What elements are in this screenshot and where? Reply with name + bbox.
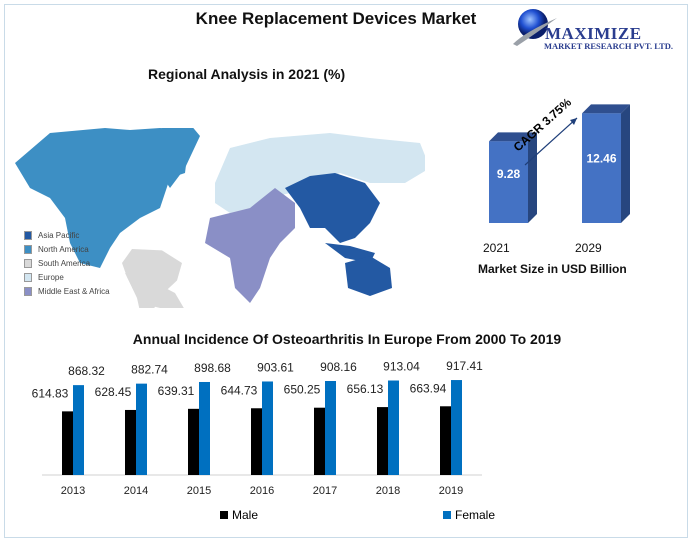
market-size-axis-label: Market Size in USD Billion <box>478 262 627 276</box>
bar-male-2016 <box>251 408 262 475</box>
data-label: 650.25 <box>284 383 321 397</box>
bar-2029 <box>582 113 621 223</box>
data-label: 644.73 <box>221 383 258 397</box>
region-greenland <box>135 128 200 188</box>
legend-swatch <box>24 286 32 296</box>
legend-swatch <box>24 245 32 255</box>
legend-swatch <box>443 511 451 519</box>
world-map <box>15 128 425 308</box>
x-tick-label: 2016 <box>250 485 274 497</box>
bar-value-label: 12.46 <box>586 152 616 166</box>
legend-item: North America <box>24 243 110 257</box>
legend-label: Female <box>455 508 496 522</box>
bar-value-label: 9.28 <box>497 167 521 181</box>
bar-female-2016 <box>262 381 273 475</box>
legend-label: Middle East & Africa <box>38 286 110 296</box>
x-tick-label: 2013 <box>61 485 85 497</box>
logo-name: MAXIMIZE <box>545 24 642 43</box>
data-label: 639.31 <box>158 384 195 398</box>
bar-female-2015 <box>199 381 210 475</box>
data-label: 903.61 <box>257 360 294 374</box>
x-tick-label: 2017 <box>313 485 337 497</box>
region-south-america-main <box>122 248 182 308</box>
data-label: 882.74 <box>131 363 168 377</box>
bar-female-2018 <box>388 380 399 475</box>
region-asia-pacific-se <box>325 243 375 263</box>
legend-swatch <box>24 258 32 268</box>
region-australia <box>345 256 392 296</box>
region-north-america <box>15 128 190 268</box>
legend-label: Asia Pacific <box>38 231 80 241</box>
legend-item: Europe <box>24 270 110 284</box>
legend-item-male: Male <box>220 508 258 522</box>
legend-label: South America <box>38 258 91 268</box>
data-label: 656.13 <box>347 382 384 396</box>
data-label: 628.45 <box>95 385 132 399</box>
cagr-label: CAGR 3.75% <box>511 95 575 154</box>
bar-side <box>528 132 537 223</box>
legend-swatch <box>220 511 228 519</box>
x-tick-label: 2029 <box>575 241 602 255</box>
x-tick-label: 2015 <box>187 485 211 497</box>
legend-label: North America <box>38 245 89 255</box>
bar-male-2015 <box>188 408 199 475</box>
bar-male-2017 <box>314 407 325 475</box>
legend-swatch <box>24 231 32 241</box>
data-label: 917.41 <box>446 360 483 373</box>
legend-item: South America <box>24 257 110 271</box>
bar-2021 <box>489 141 528 223</box>
bar-top <box>582 104 630 114</box>
logo-globe-icon <box>513 9 557 46</box>
data-label: 913.04 <box>383 360 420 374</box>
arrow-head-icon <box>570 118 577 125</box>
data-label: 898.68 <box>194 361 231 375</box>
region-europe <box>215 133 425 213</box>
bar-female-2019 <box>451 380 462 475</box>
data-label: 614.83 <box>32 386 69 400</box>
x-tick-label: 2014 <box>124 485 148 497</box>
market-size-chart: 9.28 12.46 CAGR 3.75% <box>489 95 630 223</box>
legend-label: Male <box>232 508 259 522</box>
bar-female-2017 <box>325 381 336 475</box>
page-title: Knee Replacement Devices Market <box>195 9 477 28</box>
frame <box>4 4 688 538</box>
bar-male-2013 <box>62 411 73 475</box>
legend-item: Middle East & Africa <box>24 284 110 298</box>
data-label: 663.94 <box>410 381 447 395</box>
map-legend: Asia Pacific North America South America… <box>24 229 110 298</box>
region-middle-east-africa <box>205 188 295 303</box>
bar-male-2014 <box>125 409 136 475</box>
x-tick-label: 2018 <box>376 485 400 497</box>
x-tick-label: 2021 <box>483 241 510 255</box>
x-tick-label: 2019 <box>439 485 463 497</box>
data-label: 908.16 <box>320 360 357 374</box>
legend-item-female: Female <box>443 508 495 522</box>
logo-subtitle: MARKET RESEARCH PVT. LTD. <box>544 41 674 51</box>
chart-title: Annual Incidence Of Osteoarthritis In Eu… <box>132 331 562 347</box>
data-label: 868.32 <box>68 364 105 378</box>
bar-top <box>489 132 537 142</box>
legend-item: Asia Pacific <box>24 229 110 243</box>
legend-label: Europe <box>38 272 64 282</box>
region-asia-pacific <box>285 173 380 243</box>
bar-female-2013 <box>73 385 84 475</box>
bar-male-2019 <box>440 406 451 475</box>
legend-swatch <box>24 272 32 282</box>
map-title: Regional Analysis in 2021 (%) <box>148 66 346 82</box>
osteoarthritis-chart: 614.83 868.32 2013 628.45 882.74 2014 639.31 89… <box>32 360 484 497</box>
bar-male-2018 <box>377 407 388 475</box>
cagr-arrow <box>524 117 578 166</box>
bar-female-2014 <box>136 383 147 475</box>
bar-side <box>621 104 630 223</box>
